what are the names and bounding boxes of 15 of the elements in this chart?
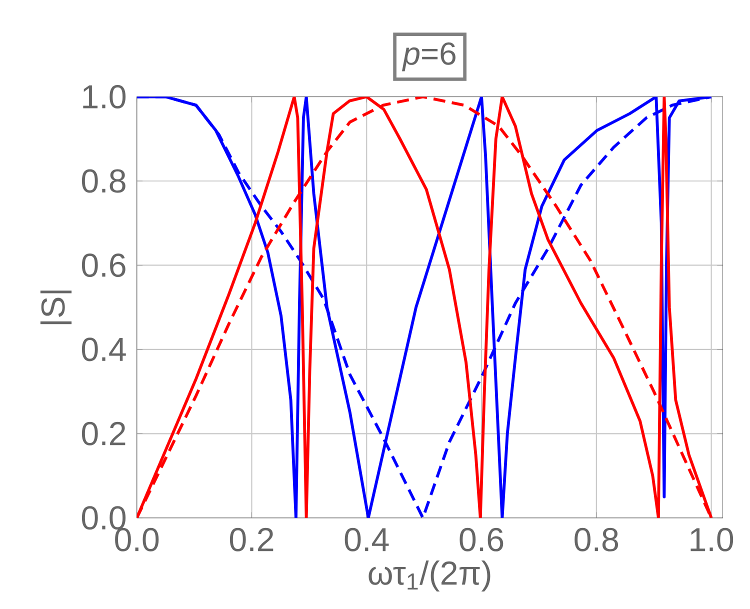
y-axis-title: |S| [40,290,72,324]
y-tick-label: 0.6 [82,253,126,277]
x-tick-label: 0.2 [230,528,274,552]
y-tick-label: 1.0 [83,85,126,109]
y-tick-label: 0.4 [82,338,126,362]
x-tick-label: 0.8 [574,528,618,552]
y-tick-label: 0.0 [82,506,126,530]
y-tick-label: 0.8 [82,169,126,193]
x-tick-label: 0.4 [344,528,389,552]
x-tick-label: 1.0 [690,528,734,552]
chart-title: p=6 [402,42,456,72]
x-tick-label: 0.0 [115,528,159,552]
x-tick-label: 0.6 [460,528,504,552]
y-tick-label: 0.2 [82,422,126,446]
x-axis-title: ωτ$_{1}$/(2π) [368,560,490,592]
